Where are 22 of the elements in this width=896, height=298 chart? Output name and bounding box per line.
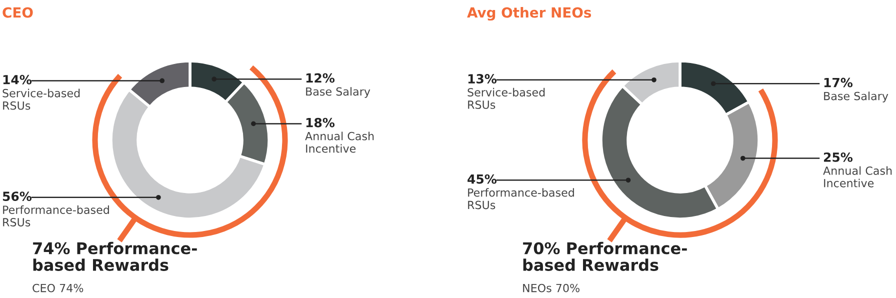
data-label: 14% [3,74,32,84]
slice-label: Base Salary [306,87,370,98]
slice-label: Performance-based RSUs [468,188,574,210]
chart-title: Avg Other NEOs [467,7,592,21]
data-label: 45% [468,174,497,184]
data-label: 56% [2,192,32,202]
data-label: 12% [306,73,335,83]
text: 70% Performance- based Rewards [523,242,687,271]
slice-label: Annual Cash Incentive [305,132,374,153]
data-label: 18% [306,118,335,128]
slice-label: Service-based RSUs [468,88,545,109]
text: CEO 74% [32,284,84,292]
text: NEOs 70% [523,284,580,292]
slice-label: Performance-based RSUs [3,205,109,226]
slice-label: Service-based RSUs [2,88,80,110]
chart-title: CEO [2,7,33,18]
slice-label: Base Salary [824,92,888,102]
slice-label: Annual Cash Incentive [823,166,892,188]
data-label: 17% [824,78,853,88]
text: 74% Performance- based Rewards [33,242,197,271]
data-label: 13% [468,74,497,84]
data-label: 25% [824,152,853,162]
